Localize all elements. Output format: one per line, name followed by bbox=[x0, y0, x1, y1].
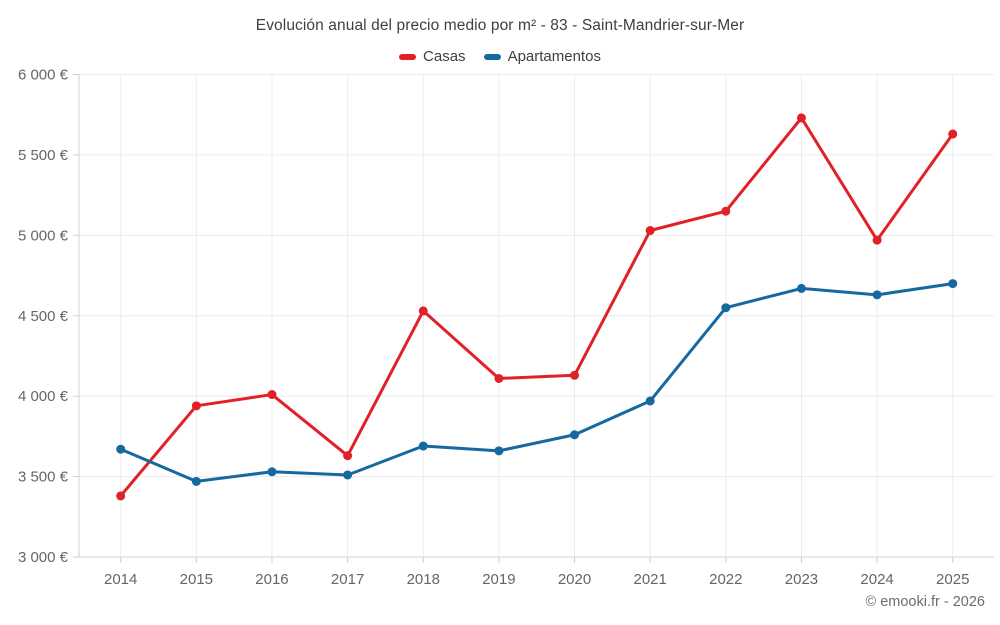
data-point-apartamentos-2021[interactable] bbox=[645, 396, 655, 406]
x-axis-label: 2018 bbox=[407, 571, 440, 588]
x-axis-label: 2021 bbox=[633, 571, 666, 588]
data-point-casas-2022[interactable] bbox=[721, 206, 731, 216]
data-point-apartamentos-2020[interactable] bbox=[570, 430, 580, 440]
data-point-casas-2015[interactable] bbox=[191, 401, 201, 411]
copyright-credit: © emooki.fr - 2026 bbox=[865, 594, 985, 610]
x-axis-label: 2020 bbox=[558, 571, 591, 588]
data-point-casas-2019[interactable] bbox=[494, 373, 504, 383]
data-point-casas-2016[interactable] bbox=[267, 390, 277, 400]
data-point-casas-2024[interactable] bbox=[872, 235, 882, 245]
chart-legend: Casas Apartamentos bbox=[0, 48, 1000, 65]
x-axis-label: 2023 bbox=[785, 571, 818, 588]
data-point-casas-2020[interactable] bbox=[570, 370, 580, 380]
x-axis-label: 2016 bbox=[255, 571, 288, 588]
data-point-apartamentos-2017[interactable] bbox=[343, 470, 353, 480]
y-axis-label: 5 500 € bbox=[18, 147, 69, 164]
data-point-casas-2025[interactable] bbox=[948, 129, 958, 139]
data-point-apartamentos-2014[interactable] bbox=[116, 444, 126, 454]
x-axis-label: 2017 bbox=[331, 571, 364, 588]
data-point-apartamentos-2023[interactable] bbox=[796, 283, 806, 293]
x-axis-label: 2024 bbox=[860, 571, 893, 588]
x-axis-label: 2014 bbox=[104, 571, 137, 588]
data-point-casas-2018[interactable] bbox=[418, 306, 428, 316]
data-point-apartamentos-2015[interactable] bbox=[191, 476, 201, 486]
data-point-apartamentos-2018[interactable] bbox=[418, 441, 428, 451]
x-axis-label: 2015 bbox=[180, 571, 213, 588]
data-point-apartamentos-2019[interactable] bbox=[494, 446, 504, 456]
y-axis-label: 3 000 € bbox=[18, 549, 69, 566]
y-axis-label: 3 500 € bbox=[18, 469, 69, 486]
data-point-apartamentos-2024[interactable] bbox=[872, 290, 882, 300]
chart-title: Evolución anual del precio medio por m² … bbox=[255, 17, 745, 34]
legend-item-casas[interactable]: Casas bbox=[399, 48, 466, 65]
data-point-apartamentos-2016[interactable] bbox=[267, 467, 277, 477]
data-point-apartamentos-2022[interactable] bbox=[721, 303, 731, 313]
x-axis-label: 2025 bbox=[936, 571, 969, 588]
legend-label-casas: Casas bbox=[423, 48, 466, 65]
y-axis-label: 4 000 € bbox=[18, 388, 69, 405]
data-point-casas-2014[interactable] bbox=[116, 491, 126, 501]
data-point-casas-2021[interactable] bbox=[645, 226, 655, 236]
legend-item-apartamentos[interactable]: Apartamentos bbox=[483, 48, 601, 65]
apartamentos-swatch-icon bbox=[483, 53, 501, 60]
legend-label-apartamentos: Apartamentos bbox=[507, 48, 601, 65]
x-axis-label: 2019 bbox=[482, 571, 515, 588]
y-axis-label: 5 000 € bbox=[18, 227, 69, 244]
data-point-apartamentos-2025[interactable] bbox=[948, 279, 958, 289]
data-point-casas-2023[interactable] bbox=[796, 113, 806, 123]
series-line-apartamentos bbox=[119, 282, 955, 483]
y-axis-label: 6 000 € bbox=[18, 67, 69, 84]
series-line-casas bbox=[119, 116, 955, 498]
y-axis-label: 4 500 € bbox=[18, 308, 69, 325]
x-axis-label: 2022 bbox=[709, 571, 742, 588]
casas-swatch-icon bbox=[399, 53, 417, 60]
data-point-casas-2017[interactable] bbox=[343, 451, 353, 461]
